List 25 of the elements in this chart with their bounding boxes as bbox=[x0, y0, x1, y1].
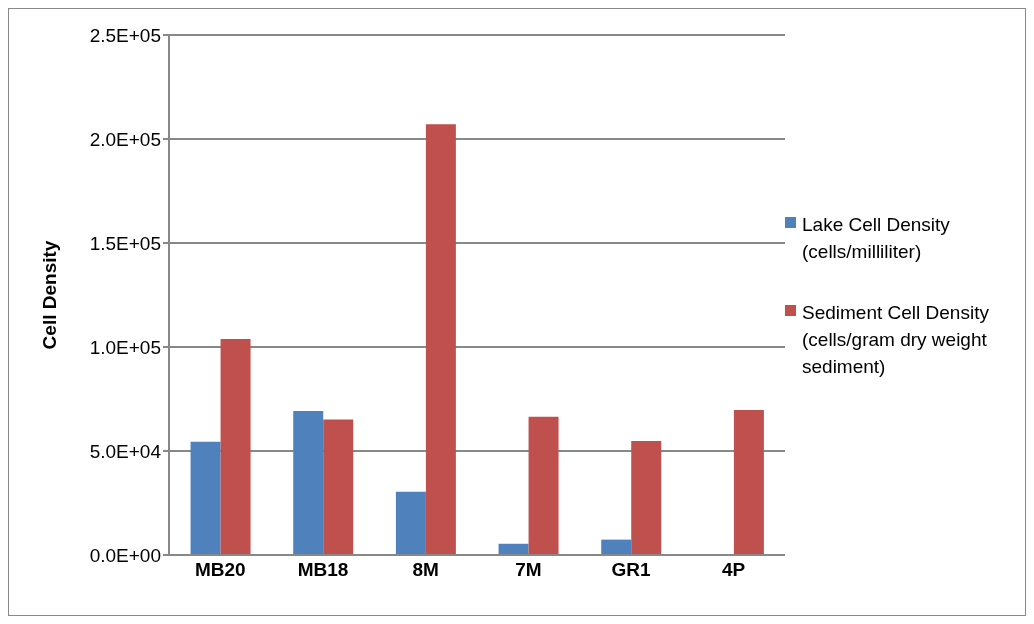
bar bbox=[323, 419, 354, 555]
bar bbox=[631, 441, 662, 555]
x-tick-label: 8M bbox=[412, 559, 439, 581]
y-tick-label: 2.5E+05 bbox=[89, 24, 161, 46]
x-tick-label: GR1 bbox=[611, 559, 651, 581]
y-tick-label: 2.0E+05 bbox=[89, 128, 161, 150]
bar bbox=[425, 124, 456, 555]
y-axis-title: Cell Density bbox=[38, 240, 60, 350]
bar bbox=[528, 416, 559, 555]
x-tick-label: 7M bbox=[515, 559, 542, 581]
x-tick-label: 4P bbox=[722, 559, 746, 581]
x-tick-label: MB20 bbox=[194, 559, 246, 581]
y-tick-label: 1.5E+05 bbox=[89, 232, 161, 254]
x-tick-label: MB18 bbox=[297, 559, 349, 581]
bar bbox=[190, 441, 221, 555]
bar bbox=[395, 491, 426, 555]
bar bbox=[601, 539, 632, 555]
legend-label: Sediment Cell Density (cells/gram dry weight sediment) bbox=[802, 300, 990, 379]
y-tick-label: 1.0E+05 bbox=[89, 336, 161, 358]
y-tick-label: 5.0E+04 bbox=[89, 440, 162, 462]
bar bbox=[293, 411, 324, 555]
bar bbox=[733, 410, 764, 555]
bar bbox=[220, 339, 251, 555]
legend-label: Lake Cell Density (cells/milliliter) bbox=[802, 212, 951, 264]
y-tick-label: 0.0E+00 bbox=[89, 544, 161, 566]
